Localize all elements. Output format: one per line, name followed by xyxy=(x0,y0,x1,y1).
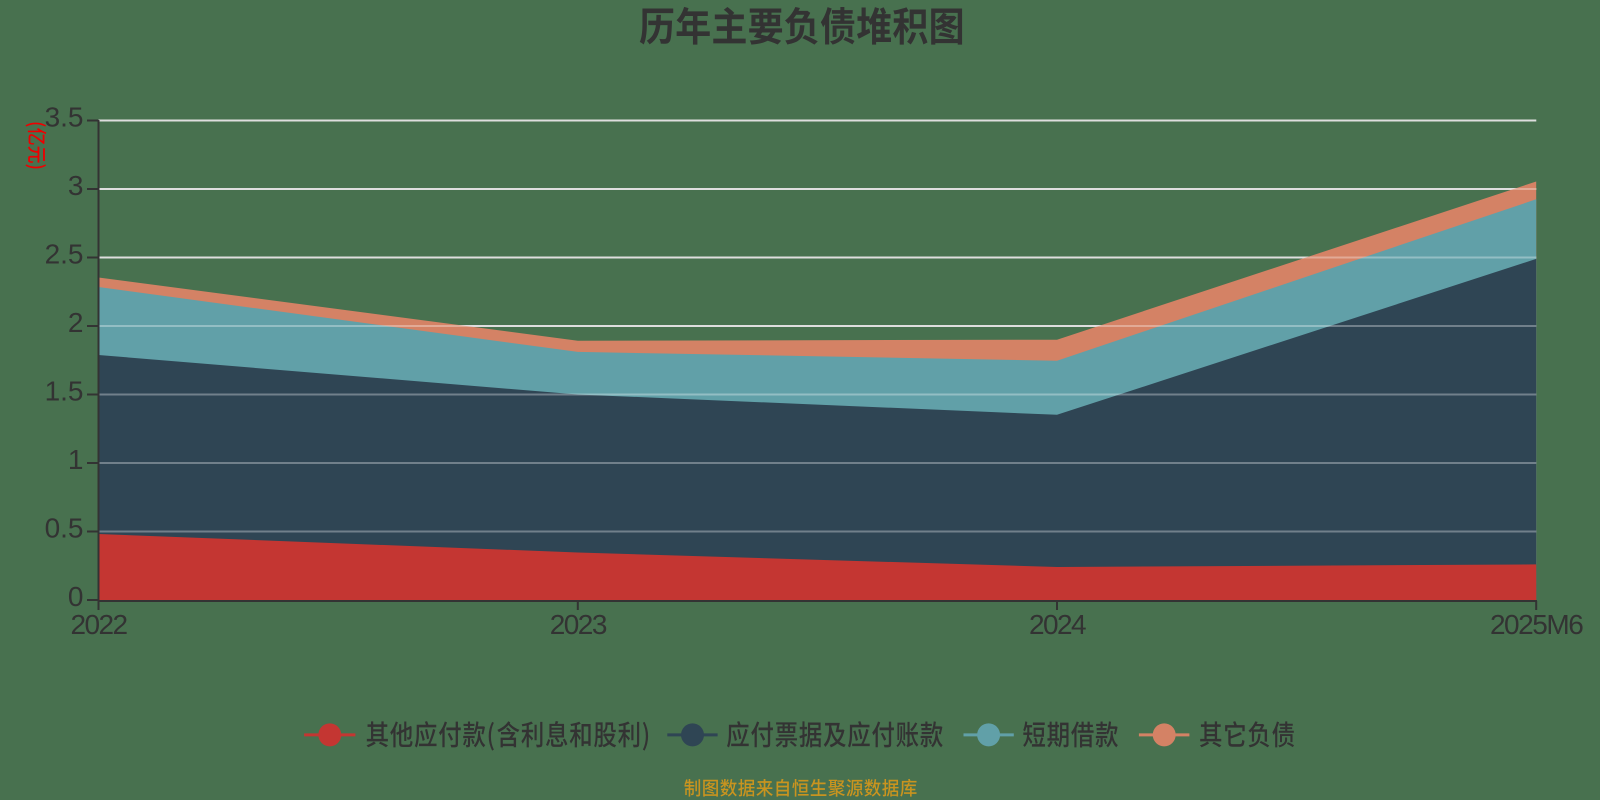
svg-text:2023: 2023 xyxy=(550,609,607,640)
svg-text:0: 0 xyxy=(68,581,84,612)
svg-text:2: 2 xyxy=(68,307,84,338)
svg-text:1.5: 1.5 xyxy=(45,376,84,407)
svg-text:2022: 2022 xyxy=(70,609,127,640)
svg-text:2024: 2024 xyxy=(1029,609,1086,640)
svg-text:2025M6: 2025M6 xyxy=(1490,609,1583,640)
svg-text:0.5: 0.5 xyxy=(45,513,84,544)
svg-text:3.5: 3.5 xyxy=(45,102,84,133)
svg-text:1: 1 xyxy=(68,444,84,475)
svg-text:3: 3 xyxy=(68,170,84,201)
svg-text:2.5: 2.5 xyxy=(45,239,84,270)
